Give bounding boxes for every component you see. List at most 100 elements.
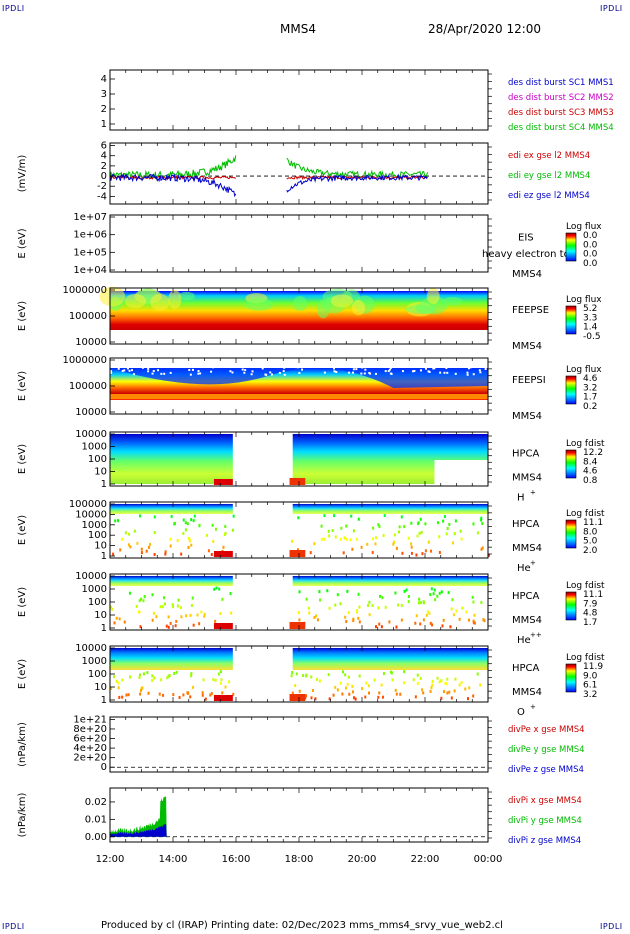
feepsi-gap-pixel — [278, 371, 281, 374]
hpca-speckle — [297, 611, 300, 615]
y-tick-label: 10 — [94, 541, 107, 552]
hpca-speckle — [323, 514, 326, 518]
hpca-speckle — [212, 678, 215, 682]
instrument-name: FEEPSI — [512, 375, 546, 386]
y-tick-label: 2e+20 — [73, 753, 107, 764]
hpca-speckle — [397, 603, 400, 607]
hpca-speckle — [201, 693, 204, 697]
edi-ez-trace — [109, 172, 428, 198]
feepsi-gap-pixel — [282, 369, 285, 372]
hpca-speckle — [138, 599, 141, 603]
hpca-speckle — [140, 547, 143, 551]
species-charge: + — [530, 703, 536, 711]
y-tick-label: 0.00 — [85, 832, 107, 843]
y-axis-label: E (eV) — [17, 371, 28, 401]
hpca-speckle — [291, 539, 294, 543]
feepsi-gap-pixel — [269, 371, 272, 374]
hpca-speckle — [315, 677, 318, 681]
hpca-speckle — [355, 537, 358, 541]
feepsi-gap-pixel — [197, 370, 200, 373]
hpca-speckle — [340, 526, 343, 530]
hpca-speckle — [190, 672, 193, 676]
hpca-speckle — [440, 590, 443, 594]
hpca-speckle — [414, 621, 417, 625]
feepsi-gap-pixel — [333, 367, 336, 370]
hpca-speckle — [113, 675, 116, 679]
hpca-speckle — [420, 530, 423, 534]
colorbar-tick-label: 4.6 — [583, 467, 598, 477]
y-axis-label: E (eV) — [17, 587, 28, 617]
hpca-speckle — [451, 598, 454, 602]
y-tick-label: 10 — [94, 682, 107, 693]
y-tick-label: 1e+07 — [73, 212, 107, 223]
feepsi-gap-pixel — [352, 368, 355, 371]
hpca-speckle — [315, 614, 318, 618]
feepsi-gap-pixel — [251, 370, 254, 373]
hpca-speckle — [400, 618, 403, 622]
feepsi-gap-pixel — [446, 371, 449, 374]
hpca-speckle — [368, 613, 371, 617]
feepsi-gap-pixel — [261, 367, 264, 370]
y-tick-label: 1000000 — [62, 285, 107, 296]
feepsi-gap-pixel — [478, 369, 481, 372]
hpca-speckle — [430, 549, 433, 553]
hpca-speckle — [380, 683, 383, 687]
hpca-speckle — [171, 605, 174, 609]
feepsi-gap-pixel — [348, 371, 351, 374]
colorbar-tick-label: 12.2 — [583, 448, 603, 458]
hpca-speckle — [296, 548, 299, 552]
hpca-speckle — [182, 693, 185, 697]
hpca-speckle — [471, 595, 474, 599]
hpca-speckle — [151, 618, 154, 622]
species-charge: + — [530, 488, 536, 496]
hpca-speckle — [313, 615, 316, 619]
legend-entry: des dist burst SC2 MMS2 — [508, 93, 614, 103]
hpca-speckle — [381, 695, 384, 699]
hpca-speckle — [377, 606, 380, 610]
hpca-speckle — [217, 672, 220, 676]
hpca-h-late-gap — [434, 460, 488, 484]
hpca-speckle — [320, 524, 323, 528]
hpca-speckle — [127, 693, 130, 697]
feepsi-gap-pixel — [401, 370, 404, 373]
hpca-speckle — [473, 621, 476, 625]
y-tick-label: 100000 — [69, 311, 107, 322]
hpca-speckle — [412, 678, 415, 682]
feepsi-gap-pixel — [454, 372, 457, 375]
y-tick-label: 0.01 — [85, 814, 107, 825]
hpca-speckle — [318, 590, 321, 594]
feepse-blob — [168, 289, 182, 309]
hpca-speckle — [290, 674, 293, 678]
hpca-speckle — [128, 532, 131, 536]
hpca-red-band — [213, 623, 233, 629]
feepsi-gap-pixel — [210, 370, 213, 373]
time-tick-label: 22:00 — [411, 854, 440, 865]
hpca-speckle — [472, 694, 475, 698]
y-axis-label: (mV/m) — [17, 155, 28, 193]
hpca-block-late — [292, 648, 488, 670]
hpca-speckle — [169, 544, 172, 548]
hpca-speckle — [155, 615, 158, 619]
hpca-speckle — [480, 547, 483, 551]
hpca-red-band — [213, 479, 233, 485]
hpca-speckle — [140, 551, 143, 555]
hpca-speckle — [472, 619, 475, 623]
y-tick-label: 10 — [94, 467, 107, 478]
hpca-speckle — [182, 531, 185, 535]
hpca-speckle — [480, 518, 483, 522]
y-tick-label: 100 — [88, 454, 107, 465]
hpca-speckle — [148, 545, 151, 549]
feepse-blob — [351, 300, 366, 316]
hpca-speckle — [167, 615, 170, 619]
hpca-speckle — [416, 673, 419, 677]
hpca-speckle — [110, 605, 113, 609]
hpca-speckle — [138, 514, 141, 518]
y-tick-label: 10000 — [75, 643, 107, 654]
hpca-speckle — [214, 678, 217, 682]
hpca-speckle — [360, 545, 363, 549]
colorbar-tick-label: 0.8 — [583, 476, 598, 486]
hpca-speckle — [165, 624, 168, 628]
instrument-spacecraft: MMS4 — [512, 543, 542, 554]
